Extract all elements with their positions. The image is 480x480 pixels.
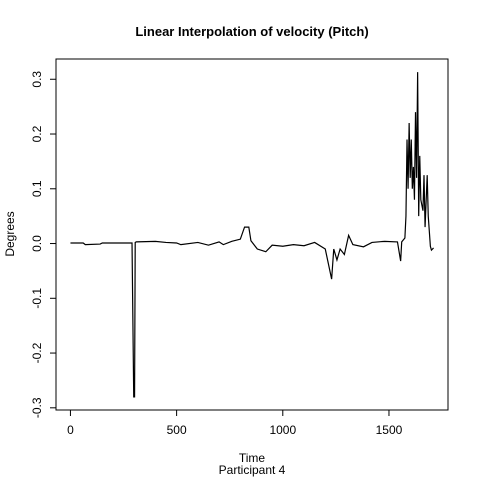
chart-title: Linear Interpolation of velocity (Pitch) <box>135 24 368 39</box>
y-tick-label: 0.3 <box>30 71 44 88</box>
x-axis-label: Time <box>239 451 266 465</box>
x-tick-label: 0 <box>67 423 74 437</box>
plot-box <box>55 58 449 411</box>
y-tick-label: 0.2 <box>30 125 44 142</box>
y-tick-label: -0.1 <box>30 288 44 309</box>
y-axis-label: Degrees <box>3 211 17 256</box>
y-tick-label: 0.1 <box>30 180 44 197</box>
subtitle: Participant 4 <box>219 463 286 477</box>
x-tick-label: 1000 <box>269 423 296 437</box>
x-tick-label: 1500 <box>376 423 403 437</box>
y-tick-label: -0.2 <box>30 342 44 363</box>
x-tick-label: 500 <box>167 423 187 437</box>
data-line <box>70 72 434 398</box>
y-tick-label: -0.3 <box>30 397 44 418</box>
y-tick-label: 0.0 <box>30 235 44 252</box>
